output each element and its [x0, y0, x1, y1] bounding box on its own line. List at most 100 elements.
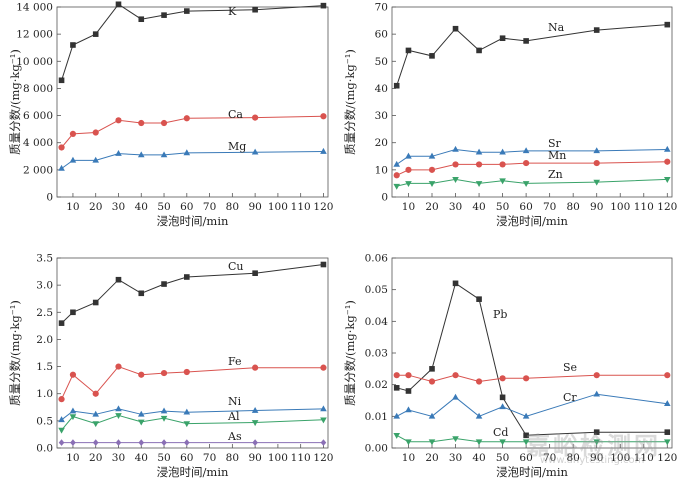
x-tick-label: 100 — [610, 201, 630, 213]
chart-panel-4: 0.00 0.01 0.02 0.03 0.04 0.05 0.06 10 20 30 40 50 60… — [343, 253, 677, 480]
data-point-ca — [58, 144, 65, 151]
chart-panel-1: 0 2 000 4 000 6 000 8 000 10 000 12 000 14 000 1… — [8, 1, 333, 228]
data-point-na — [593, 27, 600, 33]
data-point-sr — [475, 148, 483, 155]
y-tick-label: 6 000 — [23, 110, 53, 122]
data-point-fe — [160, 369, 168, 377]
data-point-mn — [593, 159, 600, 167]
y-tick-label: 70 — [375, 2, 388, 14]
data-point-na — [429, 53, 435, 59]
data-point-as — [252, 439, 258, 446]
data-point-ca — [320, 113, 327, 120]
series-label-sr: Sr — [548, 137, 562, 150]
data-point-fe — [183, 368, 190, 376]
data-point-as — [184, 439, 190, 446]
y-tick-label: 8 000 — [23, 83, 53, 95]
data-point-sr — [405, 152, 412, 159]
data-point-mg — [251, 148, 259, 155]
x-tick-label: 110 — [634, 452, 654, 464]
data-point-al — [58, 427, 65, 434]
series-label-cu: Cu — [228, 260, 244, 273]
data-point-ca — [160, 119, 168, 127]
data-point-al — [183, 421, 191, 428]
x-tick-label: 110 — [634, 201, 654, 213]
y-tick-label: 0.5 — [36, 415, 53, 427]
x-axis-title: 浸泡时间/min — [157, 465, 229, 479]
data-point-sr — [593, 147, 601, 154]
data-point-sr — [428, 152, 436, 159]
x-tick-label: 20 — [89, 201, 102, 213]
y-tick-label: 2.0 — [36, 334, 53, 346]
data-point-mn — [523, 159, 530, 167]
data-point-pb — [405, 388, 412, 394]
y-tick-label: 0.03 — [365, 348, 388, 360]
data-point-zn — [663, 177, 671, 183]
data-point-ni — [58, 416, 65, 423]
series-label-se: Se — [563, 361, 577, 374]
data-point-as — [115, 439, 122, 446]
x-tick-label: 70 — [203, 452, 216, 464]
x-tick-label: 70 — [543, 452, 556, 464]
x-tick-label: 30 — [449, 452, 462, 464]
data-point-zn — [428, 181, 436, 188]
data-point-pb — [499, 394, 506, 401]
x-tick-label: 50 — [157, 452, 170, 464]
data-point-mn — [664, 158, 671, 165]
series-label-k: K — [228, 5, 237, 18]
data-point-se — [523, 375, 530, 382]
data-point-al — [115, 413, 122, 420]
data-point-na — [523, 38, 529, 44]
data-point-cr — [452, 393, 459, 400]
data-point-zn — [405, 181, 412, 188]
data-point-as — [161, 439, 167, 446]
data-point-mn — [452, 161, 459, 168]
data-point-k — [115, 1, 122, 8]
series-label-fe: Fe — [228, 355, 242, 368]
x-axis-title: 浸泡时间/min — [157, 214, 229, 228]
y-tick-label: 2 000 — [23, 164, 53, 176]
data-point-ca — [69, 130, 77, 137]
data-point-mg — [183, 149, 191, 156]
data-point-ni — [251, 406, 259, 413]
series-label-cr: Cr — [563, 391, 577, 404]
data-point-zn — [475, 181, 483, 188]
x-tick-label: 40 — [472, 201, 485, 213]
data-point-se — [405, 372, 412, 379]
x-tick-label: 100 — [610, 452, 630, 464]
data-point-mn — [499, 161, 506, 168]
y-tick-label: 2.5 — [36, 307, 53, 319]
series-label-cd: Cd — [493, 426, 508, 439]
y-tick-label: 0 — [381, 192, 388, 204]
data-point-k — [70, 42, 76, 48]
y-tick-label: 3.0 — [36, 280, 53, 292]
data-point-cu — [92, 299, 99, 306]
data-point-ca — [115, 117, 122, 124]
data-point-k — [252, 6, 258, 13]
data-point-ca — [252, 114, 259, 121]
series-label-al: Al — [227, 410, 240, 423]
y-tick-label: 0.05 — [365, 284, 388, 296]
data-point-al — [251, 420, 259, 427]
data-point-mn — [475, 161, 483, 168]
data-point-mn — [393, 172, 400, 179]
series-label-ca: Ca — [228, 108, 243, 121]
y-tick-label: 10 000 — [16, 56, 53, 68]
data-point-cr — [663, 400, 671, 406]
x-tick-label: 10 — [402, 452, 415, 464]
series-line-mn — [396, 161, 668, 176]
data-point-al — [160, 415, 168, 422]
data-point-na — [405, 47, 412, 54]
data-point-al — [320, 417, 327, 424]
data-point-cd — [499, 439, 506, 446]
data-point-mg — [115, 149, 122, 156]
data-point-se — [475, 378, 483, 385]
y-tick-label: 1.5 — [36, 361, 53, 373]
chart-panel-3: 0.0 0.5 1.0 1.5 2.0 2.5 3.0 3.5 10 20 30 40 50 60 70 80… — [8, 253, 333, 480]
x-tick-label: 20 — [89, 452, 102, 464]
data-point-k — [320, 2, 327, 9]
x-tick-label: 60 — [519, 452, 532, 464]
y-axis-title: 质量分数/(mg·kg⁻¹) — [8, 49, 22, 155]
data-point-se — [593, 372, 600, 379]
data-point-pb — [452, 280, 459, 287]
